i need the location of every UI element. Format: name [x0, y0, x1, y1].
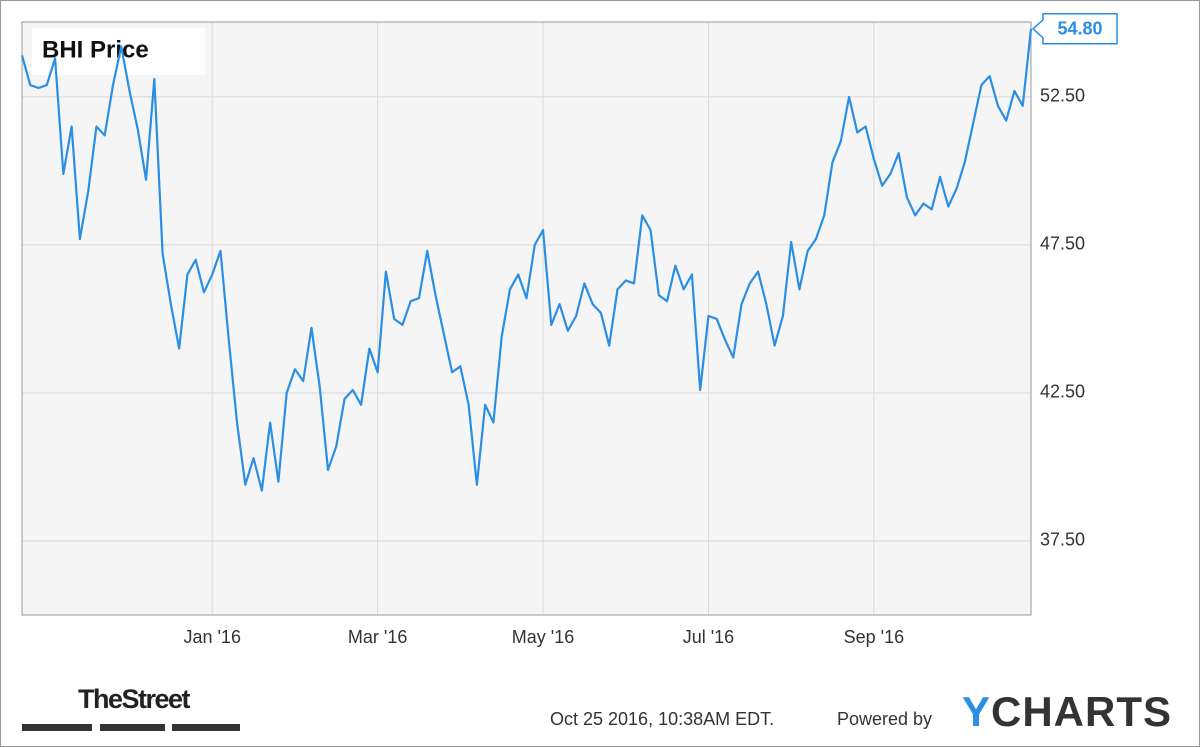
- price-line: [20, 28, 1033, 492]
- plot-area: [22, 22, 1031, 615]
- logo: TheStreet: [78, 684, 191, 714]
- plot-border: [21, 21, 1032, 616]
- value-callout: [1031, 13, 1118, 45]
- y-tick-label: 37.50: [1040, 530, 1085, 550]
- logo-bar: [22, 724, 92, 731]
- x-tick-label: May '16: [512, 627, 574, 647]
- y-tick-label: 52.50: [1040, 86, 1085, 106]
- grid: [22, 22, 1031, 615]
- x-tick-label: Jan '16: [183, 627, 240, 647]
- y-tick-label: 42.50: [1040, 382, 1085, 402]
- title-box: [32, 28, 205, 75]
- y-tick-label: 47.50: [1040, 234, 1085, 254]
- x-tick-label: Mar '16: [348, 627, 407, 647]
- logo-bar: [172, 724, 240, 731]
- brand: YCHARTS: [962, 688, 1173, 735]
- value-label: 54.80: [1057, 19, 1102, 39]
- logo-bar: [100, 724, 165, 731]
- chart-title: BHI Price: [42, 36, 149, 63]
- x-tick-label: Sep '16: [844, 627, 905, 647]
- timestamp: Oct 25 2016, 10:38AM EDT.: [550, 709, 774, 729]
- x-tick-label: Jul '16: [683, 627, 734, 647]
- powered-by: Powered by: [837, 709, 932, 729]
